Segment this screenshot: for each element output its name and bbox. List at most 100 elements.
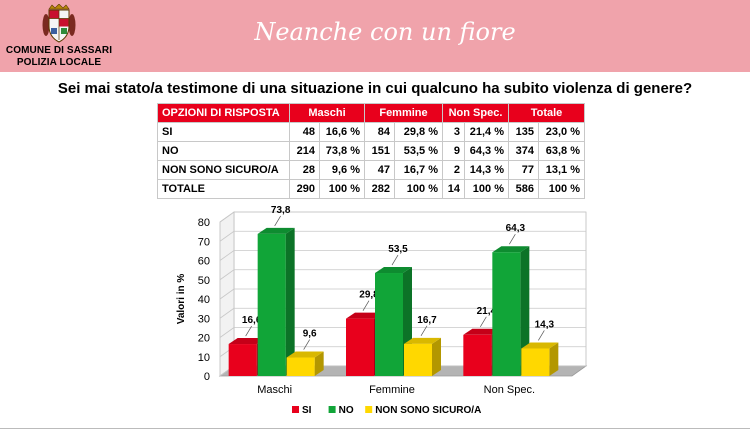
bar-side: [520, 246, 530, 376]
table-row-label: TOTALE: [157, 179, 290, 199]
table-cell: 100 %: [319, 179, 365, 199]
bar-si: [463, 334, 492, 376]
table-header-cell: Totale: [508, 103, 585, 123]
y-tick-label: 20: [198, 333, 210, 345]
data-label-leader: [274, 215, 281, 227]
bar-top: [286, 351, 324, 358]
survey-question: Sei mai stato/a testimone di una situazi…: [57, 80, 693, 97]
header-banner: COMUNE DI SASSARI POLIZIA LOCALE Neanche…: [0, 0, 750, 72]
table-header-cell: OPZIONI DI RISPOSTA: [157, 103, 290, 123]
bar-top: [492, 246, 530, 253]
data-label: 9,6: [303, 329, 317, 340]
data-label-leader: [391, 254, 399, 266]
data-label: 16,6: [242, 315, 262, 326]
y-axis-label: Valori in %: [176, 274, 187, 325]
legend-label: NO: [339, 405, 354, 416]
y-tick-label: 60: [198, 256, 210, 268]
table-cell: 16,7 %: [394, 160, 443, 180]
table-row-label: NON SONO SICURO/A: [157, 160, 290, 180]
data-label-leader: [480, 316, 487, 327]
bar-top: [257, 227, 295, 234]
gridline: [219, 288, 235, 300]
results-table: OPZIONI DI RISPOSTA Maschi Femmine Non Spec…: [157, 103, 585, 199]
table-cell: 151: [364, 141, 395, 161]
bar-si: [346, 318, 374, 376]
bar-no: [492, 252, 521, 376]
data-label-leader: [303, 339, 310, 350]
bar-no: [257, 233, 286, 376]
bar-side: [549, 342, 559, 376]
city-crest-icon: [42, 4, 76, 43]
table-cell: 29,8 %: [394, 122, 443, 142]
data-label-leader: [538, 330, 545, 341]
legend-swatch: [328, 406, 336, 413]
org-unit: POLIZIA LOCALE: [16, 57, 102, 68]
table-cell: 14,3 %: [464, 160, 509, 180]
legend-label: NON SONO SICURO/A: [375, 405, 481, 416]
gridline: [219, 211, 235, 223]
data-label: 16,7: [417, 315, 437, 326]
data-label: 29,8: [359, 290, 379, 301]
table-cell: 64,3 %: [464, 141, 509, 161]
data-label-leader: [362, 300, 370, 311]
y-tick-label: 80: [198, 217, 210, 229]
data-label: 64,3: [506, 223, 526, 234]
gridline: [219, 250, 235, 261]
x-tick-label: Maschi: [257, 384, 292, 396]
table-header-cell: Maschi: [289, 103, 365, 123]
table-row: TOTALE 290 100 % 282 100 % 14 100 % 586 100 %: [157, 179, 585, 199]
bar-side: [314, 351, 324, 376]
table-cell: 53,5 %: [394, 141, 443, 161]
legend-swatch: [292, 406, 299, 413]
legend-label: SI: [302, 405, 312, 416]
table-cell: 100 %: [394, 179, 443, 199]
table-cell: 290: [289, 179, 320, 199]
y-tick-label: 70: [198, 236, 210, 248]
data-label: 73,8: [271, 205, 291, 216]
campaign-title: Neanche con un fiore: [254, 18, 516, 46]
bar-top: [404, 337, 441, 344]
table-row: NON SONO SICURO/A 28 9,6 % 47 16,7 % 2 14,3 % 7…: [157, 160, 585, 180]
data-label: 14,3: [535, 319, 555, 330]
table-cell: 28: [289, 160, 320, 180]
table-row: NO 214 73,8 % 151 53,5 % 9 64,3 % 374 63,8 %: [157, 141, 585, 161]
logo-block: COMUNE DI SASSARI POLIZIA LOCALE: [0, 4, 118, 69]
y-tick-label: 10: [198, 352, 210, 364]
gridline: [219, 307, 235, 319]
y-tick-label: 30: [198, 313, 210, 325]
bar-top: [463, 328, 501, 335]
org-name: COMUNE DI SASSARI: [5, 45, 113, 56]
gridline: [219, 327, 235, 338]
bar-non-sono-sicuro-a: [521, 348, 550, 376]
legend-swatch: [365, 406, 373, 413]
bar-side: [432, 337, 441, 376]
bar-non-sono-sicuro-a: [404, 343, 432, 376]
table-header-row: OPZIONI DI RISPOSTA Maschi Femmine Non Spec…: [157, 103, 585, 123]
data-label-leader: [245, 325, 252, 337]
data-label: 21,4: [477, 306, 497, 317]
footer-divider: [0, 428, 750, 429]
bar-side: [285, 227, 295, 376]
bar-top: [375, 267, 412, 274]
table-cell: 21,4 %: [464, 122, 509, 142]
y-tick-label: 40: [198, 294, 210, 306]
bar-top: [228, 338, 266, 345]
y-tick-label: 50: [198, 275, 210, 287]
bar-si: [228, 344, 257, 376]
table-cell: 100 %: [538, 179, 585, 199]
table-cell: 9,6 %: [319, 160, 365, 180]
bar-top: [346, 312, 383, 319]
data-label-leader: [509, 234, 516, 245]
table-cell: 100 %: [464, 179, 509, 199]
gridline: [219, 230, 235, 242]
y-tick-label: 0: [204, 371, 210, 383]
data-label: 53,5: [388, 244, 408, 255]
data-label-leader: [420, 325, 428, 337]
bar-top: [521, 342, 559, 349]
bar-no: [375, 273, 403, 376]
gridline: [219, 269, 235, 281]
table-cell: 63,8 %: [538, 141, 585, 161]
x-tick-label: Non Spec.: [484, 384, 535, 396]
table-header-cell: Femmine: [364, 103, 443, 123]
